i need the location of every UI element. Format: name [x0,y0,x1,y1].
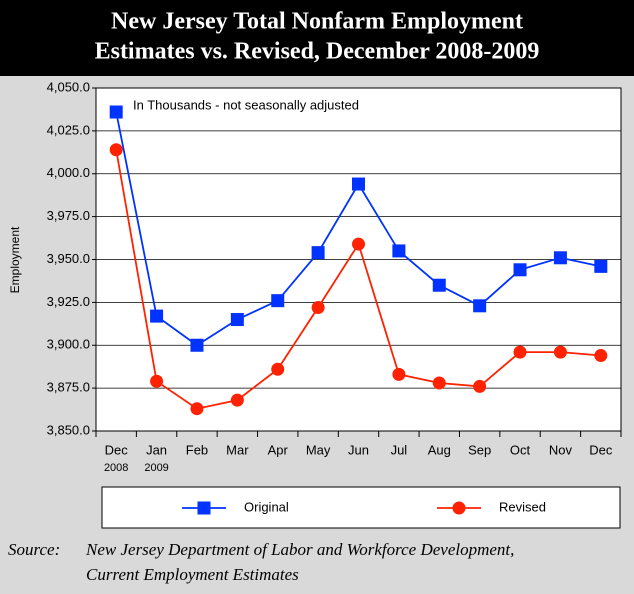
source-label: Source: [8,540,60,559]
legend-label: Original [244,499,289,514]
data-point [513,345,527,359]
y-tick-label: 4,000.0 [47,165,90,180]
x-tick-label: Jun [348,442,369,457]
data-point [553,345,567,359]
legend-marker [197,501,211,515]
legend-label: Revised [499,499,546,514]
data-point [109,105,123,119]
data-point [392,367,406,381]
y-tick-label: 4,050.0 [47,79,90,94]
legend-marker [452,501,466,515]
data-point [594,349,608,363]
data-point [271,294,285,308]
data-point [271,362,285,376]
x-tick-label: Mar [226,442,249,457]
x-tick-sublabel: 2009 [144,462,168,474]
y-tick-label: 3,950.0 [47,251,90,266]
data-point [230,393,244,407]
annotation: In Thousands - not seasonally adjusted [133,97,359,112]
data-point [150,309,164,323]
data-point [352,237,365,251]
x-tick-label: Oct [510,442,531,457]
x-tick-label: Jan [146,442,167,457]
y-axis-label: Employment [8,226,22,293]
x-tick-label: Dec [589,442,613,457]
y-tick-label: 3,900.0 [47,337,90,352]
data-point [432,376,446,390]
data-point [473,299,487,313]
y-tick-label: 3,975.0 [47,208,90,223]
data-point [352,177,365,191]
x-tick-label: Aug [428,442,451,457]
x-tick-label: Dec [105,442,129,457]
data-point [311,246,325,260]
source-text: Current Employment Estimates [86,565,299,584]
data-point [553,251,567,265]
source-text: New Jersey Department of Labor and Workf… [85,540,514,559]
plot-border [95,87,622,432]
data-point [190,338,204,352]
data-point [432,278,446,292]
x-tick-label: Sep [468,442,491,457]
x-tick-label: Apr [268,442,289,457]
x-tick-label: Nov [549,442,573,457]
x-tick-label: Jul [391,442,408,457]
data-point [473,379,487,393]
data-point [109,143,123,157]
data-point [190,402,204,416]
y-tick-label: 3,850.0 [47,422,90,437]
x-tick-label: Feb [186,442,208,457]
data-point [230,313,244,327]
y-tick-label: 3,925.0 [47,294,90,309]
data-point [594,259,608,273]
data-point [513,263,527,277]
y-tick-label: 3,875.0 [47,380,90,395]
data-point [150,374,164,388]
x-tick-label: May [306,442,331,457]
chart-title: Estimates vs. Revised, December 2008-200… [95,39,540,65]
chart-title: New Jersey Total Nonfarm Employment [111,9,523,35]
title-band [0,0,634,76]
x-tick-sublabel: 2008 [104,462,128,474]
y-tick-label: 4,025.0 [47,122,90,137]
data-point [311,301,325,315]
data-point [392,244,406,258]
